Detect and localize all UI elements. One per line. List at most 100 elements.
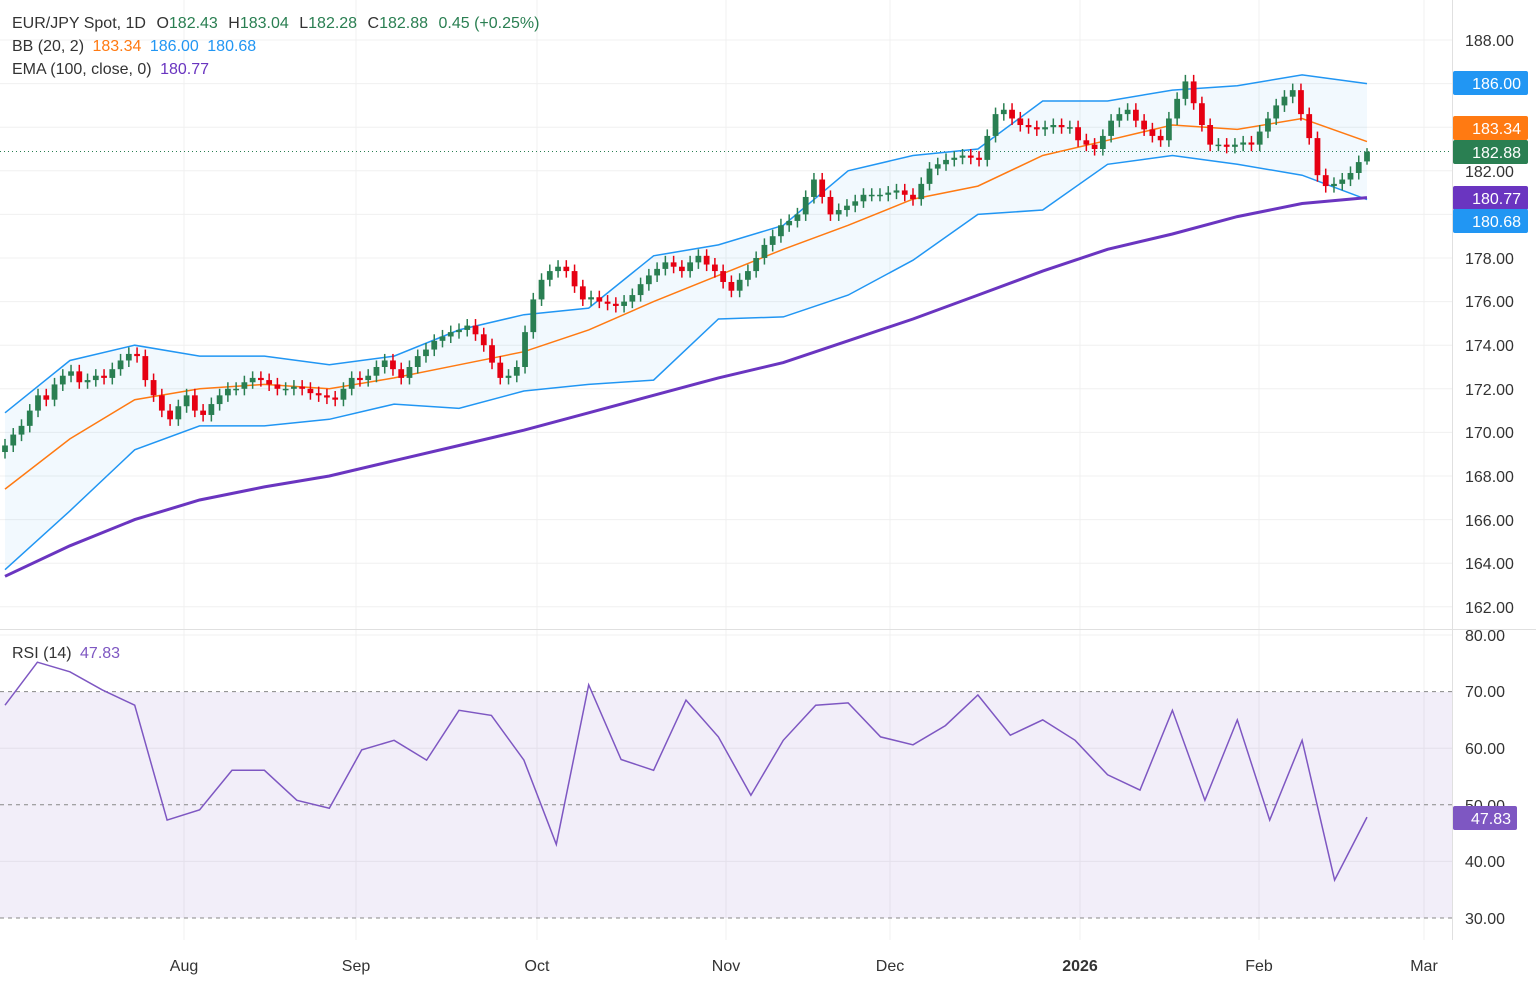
price-tag-ema: 180.77	[1453, 186, 1528, 210]
candle	[1000, 103, 1007, 121]
symbol-title: EUR/JPY Spot, 1D	[12, 15, 146, 32]
candle	[1190, 74, 1197, 110]
candle-body	[1066, 127, 1073, 129]
candle-body	[852, 201, 859, 206]
candle	[736, 273, 743, 298]
candle	[183, 388, 190, 413]
candle	[835, 203, 842, 221]
candle-body	[406, 367, 413, 378]
candle-body	[1182, 81, 1189, 99]
candle	[1033, 120, 1040, 136]
price-axis[interactable]: 188.00 182.00 178.00 176.00 174.00 172.0…	[1465, 33, 1514, 617]
y-tick: 70.00	[1465, 684, 1505, 701]
candle	[208, 397, 215, 422]
candle	[357, 371, 363, 387]
candle	[720, 264, 727, 289]
candle-body	[786, 220, 793, 226]
candle-body	[778, 225, 784, 237]
indicator-lines	[4, 74, 1368, 578]
candle	[579, 279, 586, 306]
candle-body	[183, 395, 190, 407]
candle-body	[868, 194, 875, 197]
candle-body	[1298, 90, 1304, 115]
candle	[1314, 131, 1321, 182]
candle-body	[1050, 125, 1057, 128]
candle	[10, 428, 17, 453]
candle-body	[472, 325, 479, 335]
y-tick: 60.00	[1465, 741, 1505, 758]
candle	[1025, 118, 1032, 134]
candle-body	[1364, 151, 1370, 162]
candle-body	[505, 375, 512, 378]
candle	[1099, 129, 1106, 156]
candle	[1132, 103, 1139, 128]
candle	[241, 375, 248, 396]
candle-body	[1058, 125, 1065, 128]
candle	[92, 369, 99, 387]
candle	[687, 255, 694, 278]
y-tick: 178.00	[1465, 251, 1514, 268]
candle-body	[1141, 120, 1148, 130]
candle	[1306, 107, 1313, 145]
candle	[1322, 168, 1329, 193]
bb-lower-line	[4, 154, 1368, 571]
candle-body	[258, 377, 264, 381]
candle-body	[1009, 109, 1015, 119]
candle-body	[1339, 179, 1346, 184]
candle	[299, 380, 306, 396]
candle-body	[1000, 109, 1007, 115]
candle-body	[579, 286, 586, 300]
candle	[1050, 118, 1057, 134]
rsi-axis[interactable]: 80.00 70.00 60.00 50.00 40.00 30.00	[1465, 628, 1505, 928]
candle	[439, 329, 446, 348]
candle-body	[637, 284, 644, 296]
candle-body	[274, 384, 281, 389]
candle	[158, 388, 165, 418]
candle	[976, 151, 982, 167]
candle	[959, 149, 966, 165]
candle	[291, 380, 297, 396]
candle	[175, 399, 182, 426]
candle-body	[1116, 114, 1123, 121]
svg-text:180.77: 180.77	[1472, 191, 1521, 208]
y-tick: 162.00	[1465, 600, 1514, 617]
candle-body	[621, 301, 627, 306]
candle	[530, 292, 537, 339]
rsi-legend[interactable]: RSI (14) 47.83	[12, 645, 120, 662]
candle-body	[918, 183, 925, 200]
candle	[695, 249, 702, 269]
candle-body	[967, 155, 974, 158]
candle	[282, 382, 289, 396]
candle-body	[224, 388, 231, 396]
y-tick: 172.00	[1465, 382, 1514, 399]
candle-body	[497, 362, 504, 378]
time-axis[interactable]: Aug Sep Oct Nov Dec 2026 Feb Mar	[170, 958, 1439, 975]
candle	[224, 382, 231, 402]
candle-body	[712, 264, 718, 272]
svg-text:182.88: 182.88	[1472, 145, 1521, 162]
candle-body	[59, 375, 66, 385]
candle	[332, 390, 339, 407]
candle	[1232, 138, 1238, 154]
candle-body	[612, 303, 619, 306]
candle	[142, 349, 149, 387]
candle-body	[827, 196, 834, 215]
candle	[1017, 111, 1024, 132]
candle	[1083, 133, 1090, 152]
candle	[117, 353, 124, 376]
candle	[860, 188, 867, 208]
ema-legend[interactable]: EMA (100, close, 0) 180.77	[12, 61, 209, 78]
candle-body	[1199, 103, 1205, 126]
candle	[1248, 135, 1255, 152]
candle	[200, 404, 206, 422]
candle-body	[761, 244, 768, 258]
candle-body	[546, 271, 553, 280]
bb-legend[interactable]: BB (20, 2) 183.34 186.00 180.68	[12, 38, 256, 55]
candle-body	[76, 371, 83, 383]
candle-body	[423, 349, 429, 357]
candle-body	[819, 179, 826, 197]
candle	[1215, 138, 1222, 152]
candle	[1157, 129, 1164, 147]
change-value: 0.45 (+0.25%)	[438, 15, 539, 32]
